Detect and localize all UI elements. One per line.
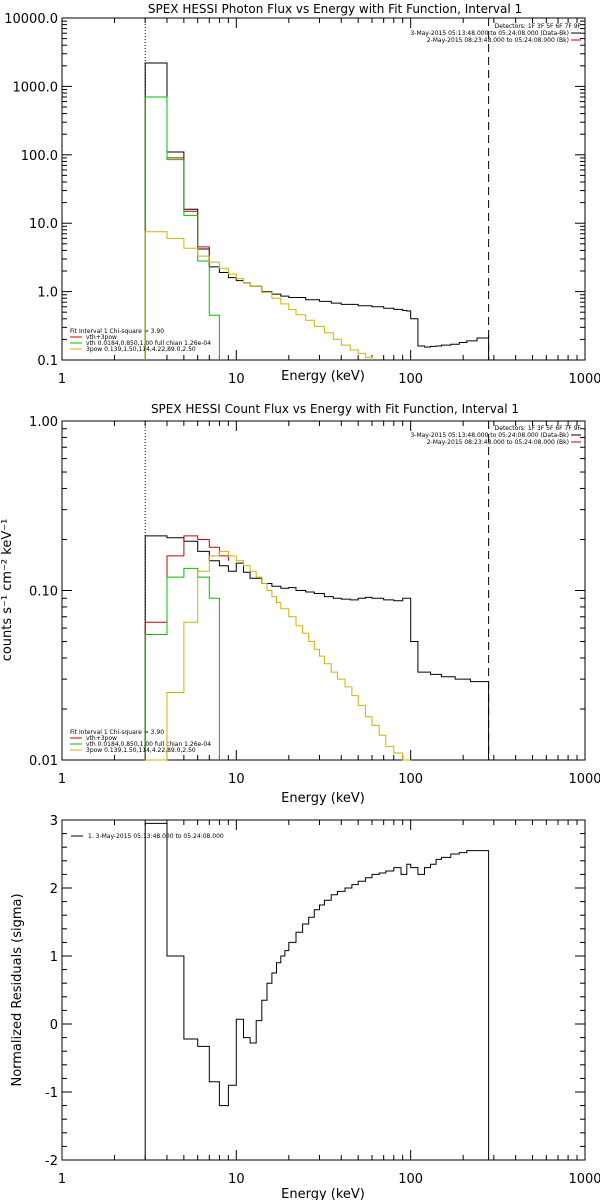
photon-flux-legend-line-4: 3pow 0.139,1.50,114,4.22,89.0,2.50 xyxy=(86,346,196,353)
photon-flux-series-0 xyxy=(144,62,490,360)
residuals-y-tick-label: -2 xyxy=(45,1154,58,1169)
count-flux-y-tick-label: 0.01 xyxy=(29,754,58,769)
residuals-panel: 1. 3-May-2015 05:13:48.000 to 05:24:08.0… xyxy=(10,819,586,1200)
residuals-y-tick-label: -1 xyxy=(45,1086,58,1101)
count-flux-legend-line-2: vth+3pow xyxy=(86,735,117,742)
photon-flux-plot-frame xyxy=(61,17,586,361)
photon-flux-x-tick-label: 10 xyxy=(228,372,245,387)
photon-flux-header-line-1: Detectors: 1F 3F 5F 6F 7F 9F xyxy=(495,23,582,30)
count-flux-legend-line-1: Fit Interval 1 Chi-square = 3.90 xyxy=(70,729,164,736)
residuals-x-tick-label: 1000 xyxy=(568,1172,600,1187)
residuals-series-0 xyxy=(144,822,490,1160)
residuals-y-tick-label: 2 xyxy=(50,882,58,897)
count-flux-legend-line-3: vth 0.0184,0.850,1.00 full chian 1.26e-0… xyxy=(86,741,211,748)
photon-flux-x-tick-label: 1 xyxy=(58,372,66,387)
photon-flux-y-tick-label: 0.1 xyxy=(37,354,58,369)
count-flux-y-tick-label: 0.10 xyxy=(29,585,58,600)
residuals-x-tick-label: 1 xyxy=(58,1172,66,1187)
count-flux-marks: 1 10 100 1000 0.01 0.10 1.00 xyxy=(29,415,600,787)
photon-flux-y-tick-label: 100.0 xyxy=(21,149,58,164)
photon-flux-x-tick-label: 1000 xyxy=(568,372,600,387)
residuals-y-axis-label: Normalized Residuals (sigma) xyxy=(10,893,25,1086)
residuals-y-tick-label: 1 xyxy=(50,950,58,965)
photon-flux-series-3 xyxy=(144,231,373,360)
residuals-x-tick-label: 100 xyxy=(398,1172,423,1187)
count-flux-x-axis-label: Energy (keV) xyxy=(281,791,365,806)
photon-flux-series-2 xyxy=(144,96,220,360)
count-flux-series-0 xyxy=(144,535,490,760)
count-flux-x-tick-label: 1 xyxy=(58,772,66,787)
photon-flux-header-line-3: 2-May-2015 08:23:48.000 to 05:24:08.000 … xyxy=(427,37,569,44)
photon-flux-y-tick-label: 10000.0 xyxy=(4,12,58,27)
count-flux-header-line-3: 2-May-2015 08:23:48.000 to 05:24:08.000 … xyxy=(427,439,569,446)
residuals-legend-label: 1. 3-May-2015 05:13:48.000 to 05:24:08.0… xyxy=(88,833,224,840)
count-flux-y-tick-label: 1.00 xyxy=(29,415,58,430)
count-flux-series-2 xyxy=(144,567,220,760)
photon-flux-legend-line-2: vth+3pow xyxy=(86,334,117,341)
photon-flux-panel: SPEX HESSI Photon Flux vs Energy with Fi… xyxy=(61,2,586,384)
photon-flux-x-tick-label: 100 xyxy=(398,372,423,387)
count-flux-series-3 xyxy=(145,550,411,761)
photon-flux-legend-line-3: vth 0.0184,0.850,1.00 full chian 1.26e-0… xyxy=(86,340,211,347)
photon-flux-y-tick-label: 1000.0 xyxy=(13,80,59,95)
count-flux-x-tick-label: 10 xyxy=(228,772,245,787)
photon-flux-title: SPEX HESSI Photon Flux vs Energy with Fi… xyxy=(148,2,522,16)
count-flux-x-tick-label: 1000 xyxy=(568,772,600,787)
photon-flux-x-axis-label: Energy (keV) xyxy=(281,369,365,384)
count-flux-y-axis-label: counts s⁻¹ cm⁻² keV⁻¹ xyxy=(0,519,15,662)
count-flux-header-line-2: 3-May-2015 05:13:48.000 to 05:24:08.000 … xyxy=(410,432,569,439)
photon-flux-legend-line-1: Fit Interval 1 Chi-square = 3.90 xyxy=(70,328,164,335)
residuals-y-tick-label: 0 xyxy=(50,1018,58,1033)
photon-flux-marks: 1 10 100 1000 0.1 1.0 10.0 100.0 1000.0 10000.0 xyxy=(4,12,600,387)
photon-flux-y-tick-label: 10.0 xyxy=(29,217,58,232)
photon-flux-header-line-2: 3-May-2015 05:13:48.000 to 05:24:08.000 … xyxy=(410,30,569,37)
residuals-x-axis-label: Energy (keV) xyxy=(281,1187,365,1200)
residuals-marks: 1 10 100 1000 -2 -1 0 1 2 3 xyxy=(45,814,600,1187)
count-flux-header-line-1: Detectors: 1F 3F 5F 6F 7F 9F xyxy=(495,425,582,432)
residuals-y-tick-label: 3 xyxy=(50,814,58,829)
residuals-plot-frame xyxy=(61,819,586,1161)
count-flux-title: SPEX HESSI Count Flux vs Energy with Fit… xyxy=(151,402,519,416)
count-flux-legend-line-4: 3pow 0.139,1.50,114,4.22,89.0,2.50 xyxy=(86,747,196,754)
photon-flux-y-tick-label: 1.0 xyxy=(37,286,58,301)
count-flux-x-tick-label: 100 xyxy=(398,772,423,787)
residuals-x-tick-label: 10 xyxy=(228,1172,245,1187)
